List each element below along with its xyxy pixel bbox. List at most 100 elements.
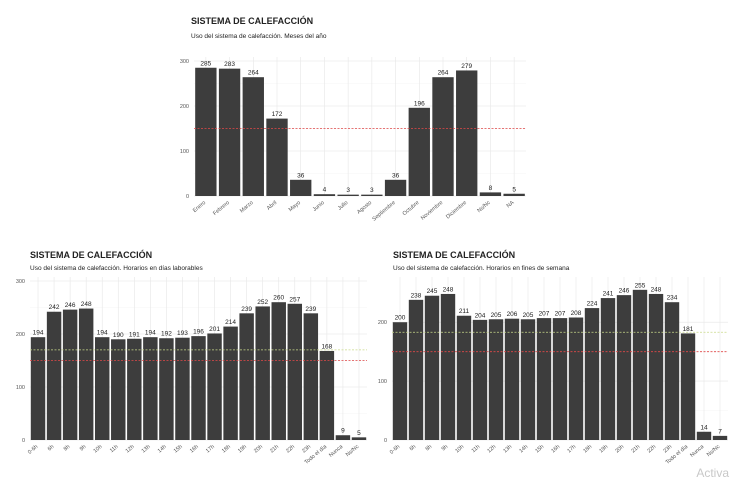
bar: [664, 302, 680, 440]
x-tick-label: 22h: [285, 444, 296, 455]
bar: [472, 319, 488, 440]
bar-value-label: 5: [512, 186, 516, 193]
bar: [520, 319, 536, 440]
bar-value-label: 248: [443, 286, 454, 293]
bar-value-label: 283: [224, 61, 235, 68]
bar-value-label: 5: [357, 430, 361, 437]
bar: [440, 293, 456, 440]
bar: [680, 333, 696, 440]
bar-value-label: 248: [81, 301, 92, 308]
chart-subtitle: Uso del sistema de calefacción. Horarios…: [393, 265, 570, 272]
y-tick-label: 100: [378, 379, 387, 385]
y-tick-label: 0: [22, 438, 25, 444]
bar-value-label: 8: [489, 185, 493, 192]
x-tick-label: 9h: [79, 444, 88, 453]
bar: [313, 194, 336, 196]
bar: [384, 179, 407, 196]
bar-value-label: 224: [587, 301, 598, 308]
bar: [488, 319, 504, 440]
bar-value-label: 36: [392, 172, 400, 179]
y-tick-label: 300: [180, 59, 189, 65]
bar: [632, 289, 648, 440]
bar-value-label: 172: [272, 111, 283, 118]
bar: [456, 70, 478, 196]
y-tick-label: 200: [16, 332, 25, 338]
bar-value-label: 255: [635, 282, 646, 289]
bar: [143, 337, 158, 440]
bar: [335, 435, 351, 440]
bar-value-label: 196: [193, 329, 204, 336]
bar: [290, 179, 312, 196]
x-tick-label: 14h: [518, 444, 529, 455]
bar-value-label: 211: [459, 308, 470, 315]
bar: [536, 318, 552, 440]
y-tick-label: 0: [384, 438, 387, 444]
chart-title: SISTEMA DE CALEFACCIÓN: [30, 250, 153, 260]
x-tick-label: NA: [506, 200, 516, 210]
bar-value-label: 192: [161, 331, 172, 338]
x-tick-label: 13h: [502, 444, 513, 455]
bar: [408, 299, 424, 440]
bar: [503, 193, 525, 196]
bar-value-label: 190: [113, 332, 124, 339]
bar-value-label: 279: [461, 63, 472, 70]
x-tick-label: Nunca: [689, 443, 706, 458]
y-tick-label: 100: [180, 149, 189, 155]
bar: [62, 309, 78, 440]
bar: [616, 295, 632, 440]
bar-value-label: 205: [523, 312, 534, 319]
bar-value-label: 257: [289, 296, 300, 303]
bar: [600, 298, 616, 440]
bar-value-label: 239: [241, 306, 252, 313]
x-tick-label: 22h: [646, 444, 657, 455]
bar: [337, 194, 359, 196]
bar-value-label: 260: [273, 295, 284, 302]
y-tick-label: 300: [16, 279, 25, 285]
bar: [424, 295, 440, 440]
bar-value-label: 239: [305, 306, 316, 313]
bar-value-label: 14: [700, 424, 708, 431]
bar-value-label: 194: [145, 330, 156, 337]
bar-value-label: 264: [248, 70, 259, 77]
bar: [159, 338, 174, 440]
bar: [94, 337, 110, 440]
bar: [568, 317, 584, 440]
bar-value-label: 242: [49, 304, 60, 311]
bar: [696, 431, 712, 440]
bar: [456, 315, 472, 440]
bar: [111, 339, 126, 440]
bar-value-label: 207: [555, 311, 566, 318]
bar-value-label: 234: [667, 295, 678, 302]
chart-subtitle: Uso del sistema de calefacción. Meses de…: [191, 33, 327, 40]
bar-value-label: 194: [33, 330, 44, 337]
x-tick-label: 19h: [237, 444, 248, 455]
x-tick-label: 11h: [109, 444, 120, 454]
y-tick-label: 0: [186, 194, 189, 200]
bar-value-label: 264: [438, 70, 449, 77]
chart-title: SISTEMA DE CALEFACCIÓN: [191, 16, 314, 26]
bar: [712, 435, 728, 440]
x-tick-label: 16h: [550, 444, 561, 455]
x-tick-label: 11h: [471, 444, 482, 454]
bar: [584, 308, 600, 440]
bar-value-label: 200: [395, 315, 406, 322]
bar-value-label: 205: [491, 312, 502, 319]
x-tick-label: 8h: [63, 444, 72, 453]
bar-value-label: 206: [507, 311, 518, 318]
y-tick-label: 100: [16, 385, 25, 391]
bar-value-label: 204: [475, 312, 486, 319]
bar: [303, 313, 319, 440]
bar-value-label: 207: [539, 311, 550, 318]
bar: [223, 326, 238, 440]
bar: [648, 293, 664, 440]
bar: [552, 318, 568, 440]
x-tick-label: 15h: [534, 444, 545, 455]
bar: [218, 68, 241, 196]
bar: [195, 67, 217, 196]
bar-value-label: 248: [651, 286, 662, 293]
bar: [242, 77, 264, 196]
x-tick-label: 8h: [425, 444, 434, 453]
bar-value-label: 196: [414, 100, 425, 107]
x-tick-label: 14h: [157, 444, 168, 455]
